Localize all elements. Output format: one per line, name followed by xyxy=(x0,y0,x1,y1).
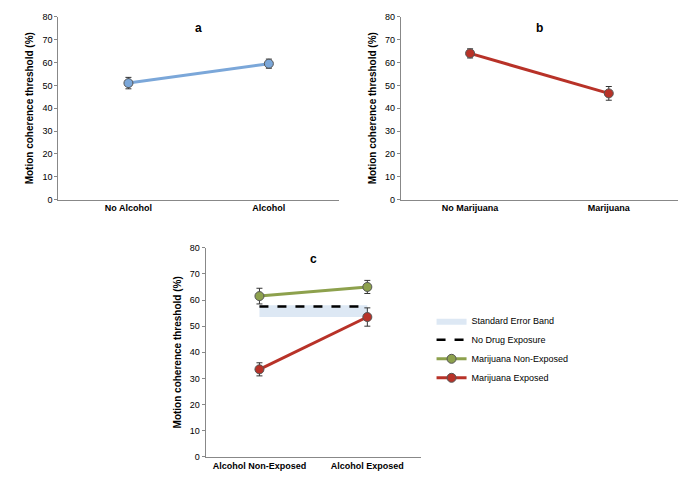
svg-text:40: 40 xyxy=(190,347,200,357)
svg-text:Alcohol Exposed: Alcohol Exposed xyxy=(331,461,404,471)
svg-text:40: 40 xyxy=(42,103,52,113)
svg-text:20: 20 xyxy=(190,400,200,410)
svg-text:b: b xyxy=(536,21,543,35)
svg-text:20: 20 xyxy=(385,149,395,159)
svg-text:80: 80 xyxy=(385,12,395,22)
svg-text:Standard Error Band: Standard Error Band xyxy=(472,316,555,326)
svg-text:10: 10 xyxy=(42,172,52,182)
svg-text:0: 0 xyxy=(195,452,200,462)
svg-text:No Drug Exposure: No Drug Exposure xyxy=(472,335,546,345)
svg-text:70: 70 xyxy=(385,35,395,45)
svg-text:0: 0 xyxy=(390,195,395,205)
svg-text:70: 70 xyxy=(42,35,52,45)
svg-text:No Alcohol: No Alcohol xyxy=(105,203,152,213)
svg-text:60: 60 xyxy=(42,58,52,68)
svg-text:Alcohol Non-Exposed: Alcohol Non-Exposed xyxy=(213,461,307,471)
svg-text:Motion coherence threshold (%): Motion coherence threshold (%) xyxy=(172,276,183,428)
svg-text:40: 40 xyxy=(385,103,395,113)
svg-text:c: c xyxy=(310,252,317,266)
svg-text:Motion coherence threshold (%): Motion coherence threshold (%) xyxy=(367,32,378,184)
svg-text:10: 10 xyxy=(385,172,395,182)
svg-text:50: 50 xyxy=(42,81,52,91)
svg-text:80: 80 xyxy=(42,12,52,22)
svg-text:80: 80 xyxy=(190,243,200,253)
svg-text:10: 10 xyxy=(190,426,200,436)
svg-text:a: a xyxy=(195,21,202,35)
svg-text:No Marijuana: No Marijuana xyxy=(442,203,500,213)
svg-text:Marijuana Exposed: Marijuana Exposed xyxy=(472,373,549,383)
svg-text:Marijuana: Marijuana xyxy=(588,203,631,213)
svg-text:0: 0 xyxy=(47,195,52,205)
svg-text:50: 50 xyxy=(190,321,200,331)
svg-text:50: 50 xyxy=(385,81,395,91)
svg-text:20: 20 xyxy=(42,149,52,159)
svg-text:Alcohol: Alcohol xyxy=(252,203,285,213)
svg-text:60: 60 xyxy=(190,295,200,305)
svg-text:30: 30 xyxy=(42,126,52,136)
svg-text:30: 30 xyxy=(385,126,395,136)
svg-text:30: 30 xyxy=(190,374,200,384)
svg-text:Marijuana Non-Exposed: Marijuana Non-Exposed xyxy=(472,354,569,364)
svg-text:Motion coherence threshold (%): Motion coherence threshold (%) xyxy=(24,32,35,184)
svg-text:60: 60 xyxy=(385,58,395,68)
svg-text:70: 70 xyxy=(190,269,200,279)
